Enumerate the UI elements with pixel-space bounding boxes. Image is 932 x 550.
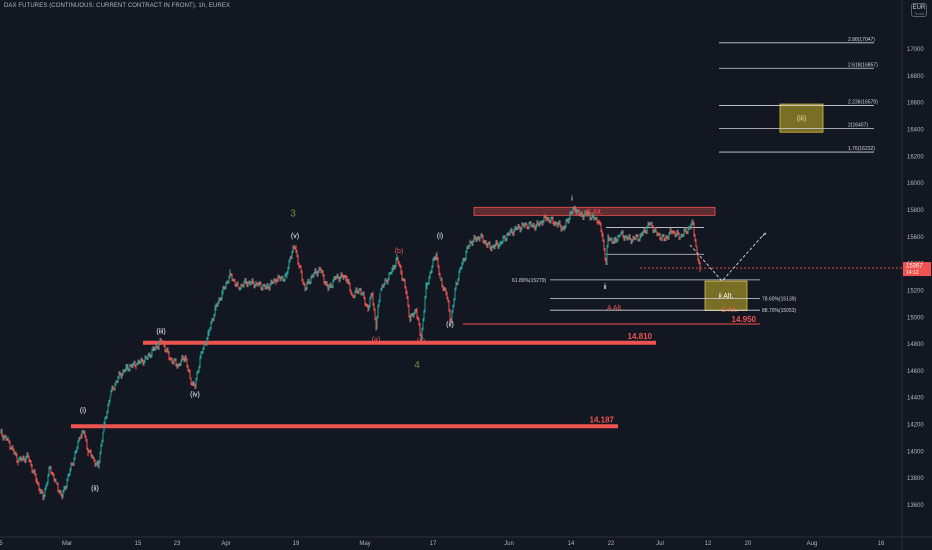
fib-level-label: 2.236(16579) <box>848 100 878 106</box>
zone-label: (iii) <box>797 116 806 123</box>
fib-level-label: 88.70%(15053) <box>762 308 797 314</box>
x-tick-label: Mar <box>62 541 72 547</box>
support-level-label: 14.810 <box>628 332 653 341</box>
y-tick-label: 15000 <box>907 315 924 321</box>
wave-label: (ii) <box>446 322 454 329</box>
y-tick-label: 15600 <box>907 235 924 241</box>
wave-label: (iii) <box>156 328 165 335</box>
x-tick-label: 5 <box>0 541 3 547</box>
chart-title: DAX FUTURES (CONTINUOUS: CURRENT CONTRAC… <box>4 3 230 9</box>
x-tick-label: Aug <box>807 541 818 547</box>
y-tick-label: 16600 <box>907 101 924 107</box>
x-tick-label: 17 <box>430 541 437 547</box>
last-price-badge <box>903 262 931 277</box>
zone-label: ii Alt. <box>719 293 734 300</box>
x-tick-label: Jun <box>504 541 514 547</box>
y-tick-label: 14400 <box>907 396 924 402</box>
wave-label: (a) <box>372 336 381 343</box>
x-tick-label: 12 <box>705 541 712 547</box>
y-tick-label: 14800 <box>907 342 924 348</box>
wave-label: 3 <box>290 209 296 220</box>
wave-label: ii <box>603 284 607 291</box>
zone-alt-label: C Alt. <box>721 307 738 314</box>
x-tick-label: 15 <box>135 541 142 547</box>
fib-level-label: 61.80%(15279) <box>512 278 547 284</box>
wave-label: 4 <box>414 360 420 371</box>
y-tick-label: 15800 <box>907 208 924 214</box>
x-tick-label: 20 <box>745 541 752 547</box>
zone-label: B Alt. <box>586 209 602 216</box>
x-tick-label: 22 <box>608 541 615 547</box>
x-tick-label: May <box>359 541 370 547</box>
fib-level-label: 2(16407) <box>848 123 868 129</box>
wave-label: (v) <box>291 233 299 240</box>
zone-box <box>704 280 748 311</box>
fib-level-label: 78.60%(15139) <box>762 297 797 303</box>
support-level-label: 14.187 <box>590 415 615 424</box>
last-price-time: 14:12 <box>906 270 919 276</box>
y-tick-label: 14600 <box>907 369 924 375</box>
fib-level-label: 2.618(16857) <box>848 62 878 68</box>
currency-label: EUR <box>912 5 926 11</box>
currency-badge[interactable]: EUR Trend <box>911 3 927 17</box>
y-tick-label: 16200 <box>907 154 924 160</box>
x-tick-label: Jul <box>656 541 664 547</box>
wave-label: (iv) <box>190 391 200 398</box>
projection-arrowhead: ↗ <box>761 232 767 239</box>
zone-box <box>779 103 824 133</box>
x-tick-label: 14 <box>568 541 575 547</box>
y-tick-label: 13600 <box>907 503 924 509</box>
fib-level-label: 2.88(17047) <box>848 37 875 43</box>
x-tick-label: Apr <box>221 541 230 547</box>
wave-label: (c) <box>417 338 425 345</box>
y-tick-label: 16000 <box>907 181 924 187</box>
zone-alt-label: A Alt. <box>607 305 623 312</box>
y-tick-label: 16800 <box>907 74 924 80</box>
y-tick-label: 16400 <box>907 128 924 134</box>
y-tick-label: 17000 <box>907 47 924 53</box>
y-tick-label: 15200 <box>907 288 924 294</box>
support-level-label: 14.950 <box>732 315 757 324</box>
y-tick-label: 13800 <box>907 476 924 482</box>
x-tick-label: 23 <box>174 541 181 547</box>
y-tick-label: 14200 <box>907 423 924 429</box>
y-tick-label: 14000 <box>907 449 924 455</box>
wave-label: (ii) <box>91 485 99 492</box>
wave-label: (i) <box>80 407 86 414</box>
x-tick-label: 16 <box>878 541 885 547</box>
wave-label: (i) <box>437 233 443 240</box>
last-price-label: 15367 <box>906 264 923 270</box>
wave-label: i <box>571 196 573 203</box>
projection-path <box>689 233 765 282</box>
wave-label: (b) <box>395 248 404 255</box>
currency-sub-label: Trend <box>913 11 925 16</box>
fib-level-label: 1.76(16232) <box>848 146 875 152</box>
x-tick-label: 19 <box>293 541 300 547</box>
